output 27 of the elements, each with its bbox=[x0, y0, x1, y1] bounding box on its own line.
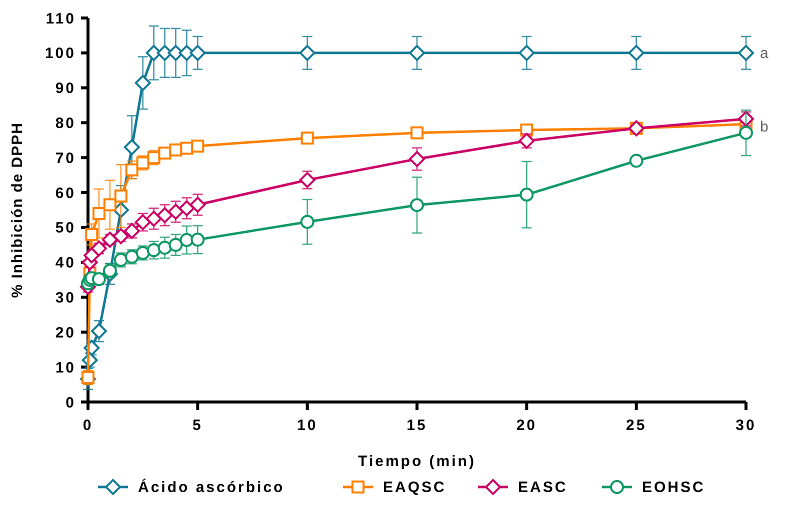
legend-label: EAQSC bbox=[383, 479, 446, 496]
x-tick-label: 10 bbox=[296, 417, 318, 434]
legend-label: EASC bbox=[518, 479, 568, 496]
y-tick-label: 60 bbox=[55, 184, 76, 202]
y-tick-label: 70 bbox=[55, 150, 76, 167]
legend-label: EOHSC bbox=[642, 479, 706, 496]
x-axis-title: Tiempo (min) bbox=[358, 453, 476, 470]
y-tick-label: 40 bbox=[55, 254, 76, 272]
x-tick-label: 25 bbox=[626, 417, 647, 434]
x-tick-label: 30 bbox=[736, 417, 756, 434]
y-tick-label: 10 bbox=[55, 359, 76, 376]
annotation: b bbox=[760, 118, 768, 136]
x-tick-label: 5 bbox=[192, 417, 203, 434]
y-tick-label: 50 bbox=[55, 220, 76, 237]
annotation: a bbox=[760, 45, 769, 62]
y-axis-title: % Inhibición de DPPH bbox=[9, 122, 26, 298]
y-tick-label: 100 bbox=[44, 45, 76, 62]
y-tick-label: 20 bbox=[55, 324, 76, 342]
y-tick-label: 80 bbox=[55, 114, 76, 132]
x-tick-label: 15 bbox=[406, 417, 428, 434]
x-tick-label: 20 bbox=[516, 417, 538, 434]
y-tick-label: 110 bbox=[46, 10, 76, 28]
y-tick-label: 90 bbox=[55, 80, 76, 98]
y-tick-label: 0 bbox=[66, 394, 76, 412]
x-tick-label: 0 bbox=[82, 417, 94, 434]
y-tick-label: 30 bbox=[55, 290, 76, 307]
legend-label: Ácido ascórbico bbox=[138, 478, 285, 496]
